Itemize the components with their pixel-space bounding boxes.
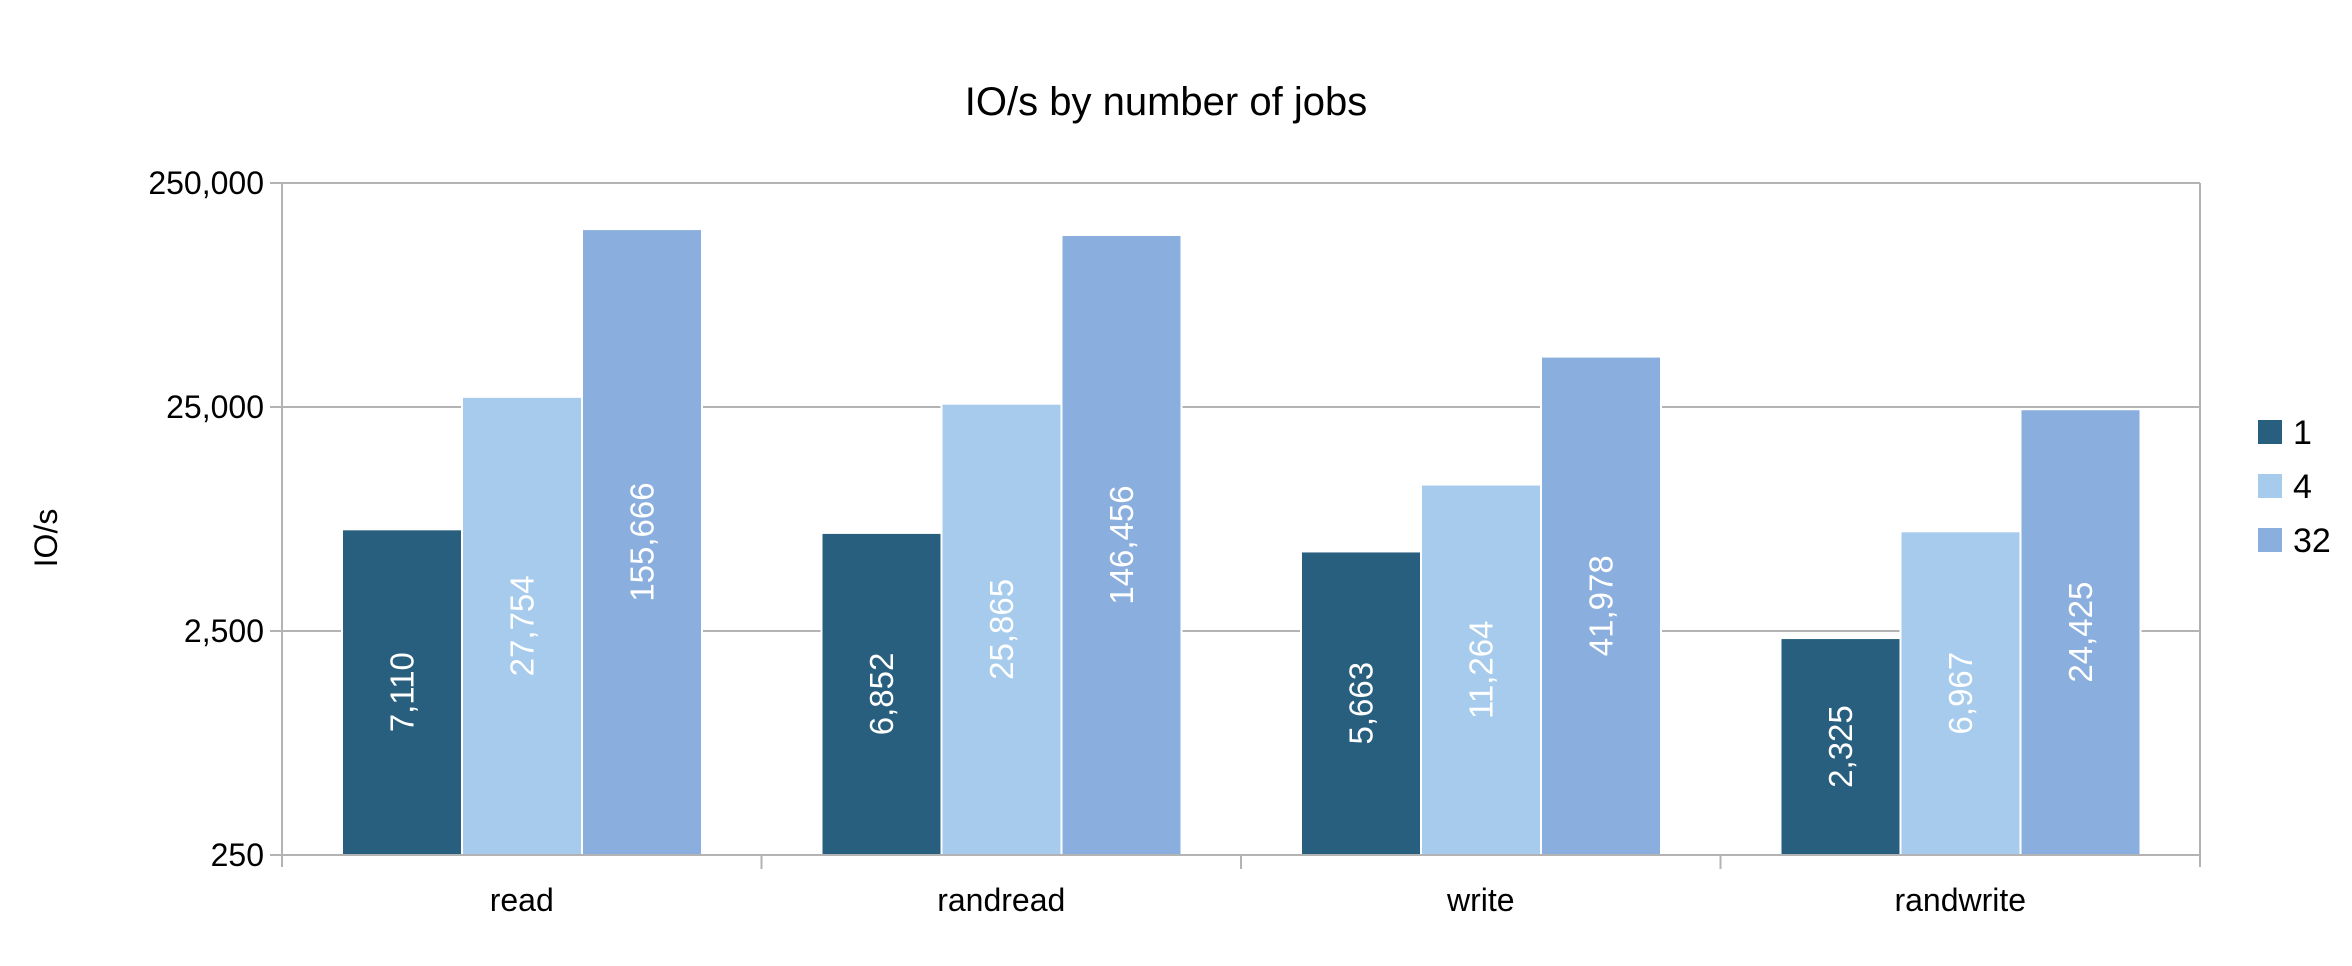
- legend-label: 32: [2293, 522, 2331, 560]
- y-tick-label: 250,000: [148, 165, 264, 201]
- x-tick-label: read: [490, 882, 554, 918]
- data-label: 155,666: [624, 482, 661, 601]
- legend-label: 1: [2293, 414, 2312, 452]
- data-labels: 7,110 27,754 155,666 6,852 25,865 146,456 5,66…: [384, 482, 2100, 787]
- x-tick-label: randwrite: [1894, 882, 2026, 918]
- data-label: 27,754: [504, 575, 541, 676]
- data-label: 6,967: [1942, 652, 1979, 735]
- data-label: 25,865: [983, 579, 1020, 680]
- bar: [1060, 234, 1183, 857]
- y-tick-label: 250: [211, 837, 264, 873]
- y-axis-label: IO/s: [28, 509, 64, 568]
- data-label: 6,852: [863, 653, 900, 736]
- y-tick-label: 2,500: [184, 613, 264, 649]
- legend: 1 4 32: [2258, 414, 2331, 560]
- bar: [820, 531, 943, 856]
- data-label: 5,663: [1343, 662, 1380, 745]
- y-tick-label: 25,000: [166, 389, 264, 425]
- legend-label: 4: [2293, 468, 2312, 506]
- axes: 250 2,500 25,000 250,000 read randread write ra…: [148, 165, 2201, 918]
- bar: [1899, 530, 2022, 857]
- bar: [2019, 408, 2142, 856]
- legend-swatch: [2258, 474, 2282, 498]
- data-label: 41,978: [1583, 555, 1620, 656]
- chart-title: IO/s by number of jobs: [965, 80, 1367, 124]
- data-label: 146,456: [1103, 485, 1140, 604]
- x-tick-label: write: [1446, 882, 1515, 918]
- data-label: 11,264: [1463, 621, 1500, 719]
- bars: [341, 228, 2142, 857]
- bar: [1540, 355, 1662, 856]
- legend-swatch: [2258, 420, 2282, 444]
- bar: [1779, 637, 1902, 856]
- data-label: 2,325: [1822, 705, 1859, 788]
- bar: [940, 402, 1063, 856]
- x-tick-label: randread: [937, 882, 1065, 918]
- legend-swatch: [2258, 528, 2282, 552]
- bar: [341, 528, 463, 856]
- data-label: 24,425: [2062, 582, 2099, 683]
- data-label: 7,110: [384, 652, 421, 732]
- bar: [581, 228, 703, 856]
